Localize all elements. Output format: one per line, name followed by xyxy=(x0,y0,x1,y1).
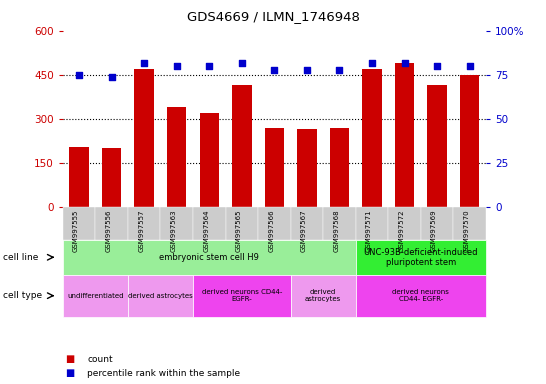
Bar xyxy=(69,147,89,207)
Bar xyxy=(395,63,414,207)
Bar xyxy=(330,128,349,207)
Point xyxy=(367,60,376,66)
Text: GSM997569: GSM997569 xyxy=(431,209,437,252)
Point xyxy=(302,66,311,73)
Text: GSM997572: GSM997572 xyxy=(399,209,405,252)
Point xyxy=(400,60,409,66)
Text: GSM997556: GSM997556 xyxy=(105,209,111,252)
Text: GSM997564: GSM997564 xyxy=(203,209,209,252)
Point xyxy=(173,63,181,69)
Text: UNC-93B-deficient-induced
pluripotent stem: UNC-93B-deficient-induced pluripotent st… xyxy=(364,248,478,267)
Text: GSM997568: GSM997568 xyxy=(334,209,340,252)
Text: derived neurons
CD44- EGFR-: derived neurons CD44- EGFR- xyxy=(393,289,449,302)
Bar xyxy=(265,128,284,207)
Text: GSM997557: GSM997557 xyxy=(138,209,144,252)
Point xyxy=(140,60,149,66)
Bar xyxy=(428,85,447,207)
Point xyxy=(75,72,84,78)
Text: GSM997565: GSM997565 xyxy=(236,209,242,252)
Point xyxy=(433,63,442,69)
Text: GSM997563: GSM997563 xyxy=(171,209,177,252)
Point xyxy=(107,74,116,80)
Text: ■: ■ xyxy=(66,354,75,364)
Text: GSM997567: GSM997567 xyxy=(301,209,307,252)
Text: cell type: cell type xyxy=(3,291,42,300)
Text: GSM997570: GSM997570 xyxy=(464,209,470,252)
Text: undifferentiated: undifferentiated xyxy=(67,293,123,299)
Text: derived
astrocytes: derived astrocytes xyxy=(305,289,341,302)
Bar xyxy=(199,113,219,207)
Text: GSM997571: GSM997571 xyxy=(366,209,372,252)
Text: count: count xyxy=(87,354,113,364)
Point xyxy=(238,60,246,66)
Text: derived neurons CD44-
EGFR-: derived neurons CD44- EGFR- xyxy=(201,289,282,302)
Text: derived astrocytes: derived astrocytes xyxy=(128,293,193,299)
Bar xyxy=(102,149,121,207)
Bar xyxy=(297,129,317,207)
Point xyxy=(205,63,213,69)
Text: percentile rank within the sample: percentile rank within the sample xyxy=(87,369,240,378)
Bar xyxy=(167,107,187,207)
Text: GSM997566: GSM997566 xyxy=(269,209,275,252)
Text: GSM997555: GSM997555 xyxy=(73,209,79,252)
Text: embryonic stem cell H9: embryonic stem cell H9 xyxy=(159,253,259,262)
Bar xyxy=(232,85,252,207)
Text: GDS4669 / ILMN_1746948: GDS4669 / ILMN_1746948 xyxy=(187,10,359,23)
Text: cell line: cell line xyxy=(3,253,38,262)
Point xyxy=(335,66,344,73)
Point xyxy=(270,66,278,73)
Bar xyxy=(460,75,479,207)
Point xyxy=(465,63,474,69)
Bar xyxy=(362,69,382,207)
Text: ■: ■ xyxy=(66,368,75,378)
Bar xyxy=(134,69,154,207)
